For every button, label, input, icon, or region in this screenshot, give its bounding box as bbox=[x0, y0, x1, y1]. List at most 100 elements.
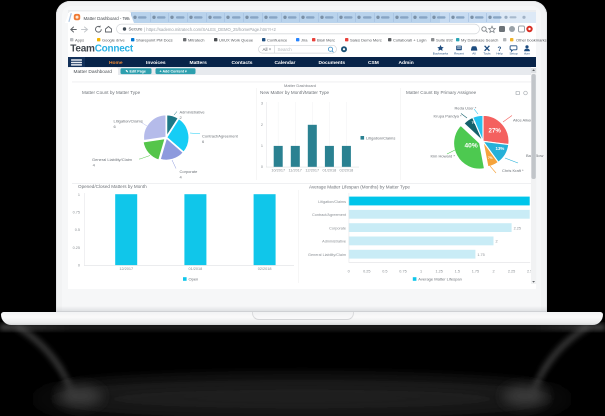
svg-text:13%: 13% bbox=[496, 146, 505, 151]
svg-text:0.75: 0.75 bbox=[399, 270, 406, 274]
svg-text:01/2018: 01/2018 bbox=[323, 169, 337, 173]
svg-text:Matter Dashboard: Matter Dashboard bbox=[284, 83, 316, 88]
svg-text:Apps: Apps bbox=[75, 38, 84, 43]
svg-text:+ Add Content ▾: + Add Content ▾ bbox=[160, 70, 189, 74]
svg-text:12/2017: 12/2017 bbox=[305, 169, 319, 173]
svg-text:Admin: Admin bbox=[399, 60, 414, 66]
svg-text:×: × bbox=[126, 16, 129, 22]
svg-text:0.5: 0.5 bbox=[75, 228, 80, 232]
svg-text:2: 2 bbox=[496, 240, 498, 244]
svg-text:02/2018: 02/2018 bbox=[258, 267, 272, 271]
svg-text:tlum: tlum bbox=[524, 52, 530, 56]
svg-text:10/2017: 10/2017 bbox=[271, 169, 285, 173]
svg-text:Search: Search bbox=[278, 47, 293, 52]
svg-text:1: 1 bbox=[261, 144, 263, 148]
svg-text:Contract/Agreement: Contract/Agreement bbox=[312, 213, 347, 217]
svg-text:Suite 892: Suite 892 bbox=[436, 38, 454, 43]
svg-text:Other bookmarks: Other bookmarks bbox=[516, 38, 547, 43]
svg-text:Documents: Documents bbox=[319, 60, 346, 66]
svg-text:0: 0 bbox=[78, 264, 80, 268]
svg-text:2: 2 bbox=[261, 123, 263, 127]
svg-text:Setup: Setup bbox=[509, 52, 517, 56]
svg-text:7%: 7% bbox=[488, 156, 493, 160]
svg-text:Reda User *: Reda User * bbox=[455, 106, 477, 111]
svg-text:Administrative: Administrative bbox=[322, 240, 346, 244]
svg-text:My Database Search: My Database Search bbox=[461, 38, 498, 43]
svg-text:Home: Home bbox=[109, 60, 123, 66]
svg-text:Matters: Matters bbox=[190, 60, 208, 66]
svg-text:CSM: CSM bbox=[368, 60, 379, 66]
svg-text:▾: ▾ bbox=[269, 48, 271, 52]
svg-text:Google drive: Google drive bbox=[102, 38, 125, 43]
svg-text:Help: Help bbox=[496, 52, 503, 56]
svg-text:Administrative: Administrative bbox=[180, 109, 206, 114]
svg-text:Tools: Tools bbox=[483, 52, 491, 56]
svg-text:2: 2 bbox=[492, 270, 494, 274]
svg-text:1: 1 bbox=[78, 193, 80, 197]
svg-text:TeamConnect: TeamConnect bbox=[70, 44, 134, 55]
svg-text:Invoices: Invoices bbox=[146, 60, 166, 66]
svg-text:Bookmarks: Bookmarks bbox=[433, 52, 449, 56]
svg-text:Opened/Closed Matters by Month: Opened/Closed Matters by Month bbox=[78, 184, 147, 189]
svg-text:Confluence: Confluence bbox=[267, 38, 288, 43]
svg-text:| https://sademo.mitratech.com: | https://sademo.mitratech.com/SALES_DEM… bbox=[144, 27, 276, 32]
svg-text:Average Matter Lifespan (Month: Average Matter Lifespan (Months) by Matt… bbox=[309, 185, 410, 190]
svg-text:2.5: 2.5 bbox=[527, 270, 532, 274]
svg-text:Krupa Pandya *: Krupa Pandya * bbox=[434, 113, 462, 118]
svg-text:6: 6 bbox=[202, 139, 205, 144]
svg-text:Blair Merc: Blair Merc bbox=[317, 38, 335, 43]
svg-text:4: 4 bbox=[93, 162, 96, 167]
svg-text:Sales Demo Merc: Sales Demo Merc bbox=[350, 38, 382, 43]
svg-text:7%: 7% bbox=[472, 121, 477, 125]
svg-text:01/2018: 01/2018 bbox=[189, 267, 203, 271]
svg-text:0: 0 bbox=[348, 270, 350, 274]
svg-text:Matter Count by Matter Type: Matter Count by Matter Type bbox=[82, 90, 141, 95]
svg-text:1.5: 1.5 bbox=[455, 270, 460, 274]
svg-text:11/2017: 11/2017 bbox=[288, 169, 301, 173]
svg-text:Matter Dashboard: Matter Dashboard bbox=[74, 69, 113, 75]
svg-text:Litigation/Claims: Litigation/Claims bbox=[366, 136, 395, 141]
svg-text:Mitratech: Mitratech bbox=[188, 38, 204, 43]
svg-text:All: All bbox=[263, 47, 268, 52]
svg-text:Matter Count By Primary Assign: Matter Count By Primary Assignee bbox=[406, 90, 477, 95]
svg-text:General Liability/Claim: General Liability/Claim bbox=[308, 253, 346, 257]
svg-text:6: 6 bbox=[114, 124, 117, 129]
svg-text:3: 3 bbox=[261, 102, 263, 106]
svg-text:Average Matter Lifespan: Average Matter Lifespan bbox=[418, 277, 462, 282]
svg-text:2: 2 bbox=[180, 115, 183, 120]
svg-text:Contacts: Contacts bbox=[232, 60, 253, 66]
svg-text:Matter Dashboard - Tea: Matter Dashboard - Tea bbox=[84, 16, 131, 21]
svg-text:General Liability/Claim: General Liability/Claim bbox=[92, 157, 133, 162]
svg-text:2.25: 2.25 bbox=[514, 226, 521, 230]
svg-text:Calendar: Calendar bbox=[275, 60, 296, 66]
svg-text:0: 0 bbox=[261, 165, 263, 169]
svg-text:Litigation/Claims: Litigation/Claims bbox=[114, 118, 143, 123]
svg-text:02/2018: 02/2018 bbox=[340, 169, 354, 173]
svg-text:Alice Aiken: Alice Aiken bbox=[513, 117, 533, 122]
svg-text:Collaborati + Login: Collaborati + Login bbox=[393, 38, 426, 43]
svg-text:1.25: 1.25 bbox=[436, 270, 443, 274]
svg-text:0.25: 0.25 bbox=[363, 270, 370, 274]
svg-text:Secure: Secure bbox=[129, 27, 143, 32]
svg-text:✎ Edit Page: ✎ Edit Page bbox=[126, 70, 146, 74]
svg-text:4: 4 bbox=[180, 174, 183, 179]
svg-text:Litigation/Claims: Litigation/Claims bbox=[318, 200, 346, 204]
svg-text:Contract/Agreement: Contract/Agreement bbox=[202, 133, 239, 138]
svg-text:2.25: 2.25 bbox=[508, 270, 515, 274]
svg-text:0.75: 0.75 bbox=[73, 211, 80, 215]
svg-text:Jira: Jira bbox=[301, 38, 308, 43]
svg-text:27%: 27% bbox=[489, 128, 502, 135]
svg-text:Chris Kraft *: Chris Kraft * bbox=[502, 168, 524, 173]
svg-text:UI/UX Work Queue: UI/UX Work Queue bbox=[219, 38, 254, 43]
svg-text:Open: Open bbox=[189, 277, 199, 282]
svg-text:All: All bbox=[472, 52, 476, 56]
svg-text:12/2017: 12/2017 bbox=[119, 267, 133, 271]
svg-text:Sharepoint PM Docs: Sharepoint PM Docs bbox=[136, 38, 173, 43]
svg-text:1.75: 1.75 bbox=[472, 270, 479, 274]
svg-text:1.75: 1.75 bbox=[477, 253, 484, 257]
svg-text:Kim Howard *: Kim Howard * bbox=[431, 154, 456, 159]
svg-text:?: ? bbox=[498, 46, 502, 53]
svg-text:Corporate: Corporate bbox=[329, 226, 346, 230]
svg-text:Corporate: Corporate bbox=[180, 169, 199, 174]
svg-text:New Matter by Month/Matter Typ: New Matter by Month/Matter Type bbox=[260, 90, 330, 95]
